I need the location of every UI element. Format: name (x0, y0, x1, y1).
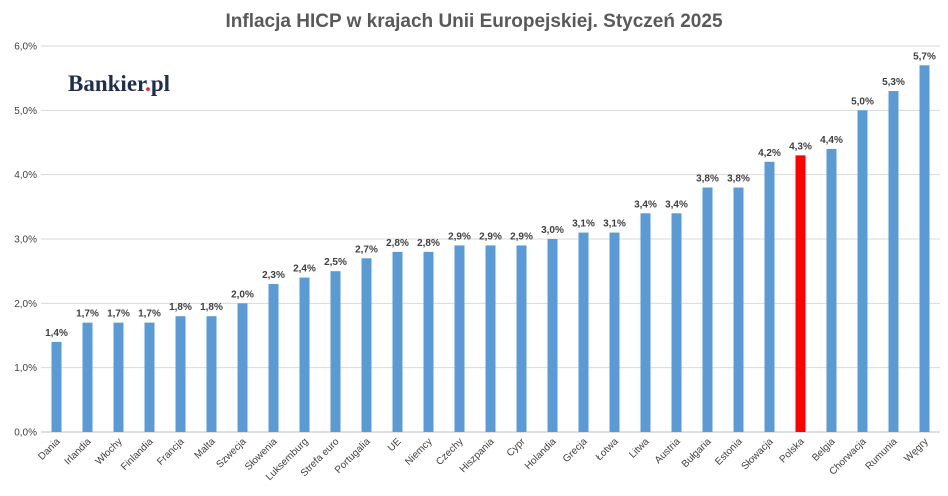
bar (392, 251, 403, 432)
data-label: 3,1% (572, 219, 595, 230)
bar (485, 245, 496, 432)
bar-highlight (795, 155, 806, 432)
data-label: 1,8% (169, 302, 192, 313)
y-tick-label: 0,0% (14, 428, 37, 439)
data-labels: 1,4% 1,7% 1,7% 1,7% 1,8% 1,8% 2,0% 2,3% 2,4% 2,5%… (45, 51, 936, 339)
data-label: 2,5% (324, 257, 347, 268)
data-label: 3,1% (603, 219, 626, 230)
x-tick-label: Rumunia (864, 436, 900, 472)
bar (237, 303, 248, 432)
logo-text: Bankier.pl (68, 71, 170, 96)
y-tick-label: 4,0% (14, 170, 37, 181)
data-label: 1,7% (138, 309, 161, 320)
y-axis-ticks: 0,0% 1,0% 2,0% 3,0% 4,0% 5,0% 6,0% (14, 42, 37, 439)
bar (454, 245, 465, 432)
data-label: 1,7% (107, 309, 130, 320)
x-tick-label: Łotwa (594, 436, 621, 463)
data-label: 2,9% (510, 231, 533, 242)
bar (206, 316, 217, 432)
data-label: 2,0% (231, 289, 254, 300)
data-label: 2,3% (262, 270, 285, 281)
chart-title: Inflacja HICP w krajach Unii Europejskie… (225, 11, 722, 32)
x-tick-label: Austria (653, 436, 683, 466)
y-tick-label: 6,0% (14, 42, 37, 53)
bar (361, 258, 372, 432)
x-tick-label: Polska (778, 436, 807, 465)
logo-text-left: Bankier (68, 71, 147, 96)
y-tick-label: 1,0% (14, 363, 37, 374)
data-label: 4,3% (789, 141, 812, 152)
bar (175, 316, 186, 432)
bar (702, 187, 713, 432)
data-label: 1,4% (45, 328, 68, 339)
bar (82, 322, 93, 432)
data-label: 5,0% (851, 96, 874, 107)
x-tick-label: Grecja (561, 436, 590, 465)
data-label: 1,8% (200, 302, 223, 313)
bar (113, 322, 124, 432)
bar (888, 91, 899, 433)
data-label: 2,8% (386, 238, 409, 249)
x-tick-label: Francja (155, 436, 187, 468)
data-label: 4,4% (820, 135, 843, 146)
x-tick-label: Cypr (505, 436, 528, 459)
bar (826, 148, 837, 432)
bar (516, 245, 527, 432)
data-label: 3,8% (727, 174, 750, 185)
x-tick-label: Węgry (902, 436, 930, 464)
x-tick-label: Włochy (94, 436, 125, 467)
bar (640, 213, 651, 432)
bar (609, 232, 620, 432)
data-label: 3,4% (665, 199, 688, 210)
data-label: 2,8% (417, 238, 440, 249)
data-label: 3,0% (541, 225, 564, 236)
x-tick-label: Irlandia (63, 436, 94, 467)
x-tick-label: Niemcy (403, 436, 434, 467)
bar (764, 161, 775, 433)
bar (857, 110, 868, 432)
logo-dot: . (145, 71, 151, 96)
x-tick-label: Dania (36, 436, 63, 463)
bars (51, 65, 930, 433)
bar (423, 251, 434, 432)
data-label: 5,7% (913, 51, 936, 62)
bar (268, 284, 279, 432)
data-label: 2,9% (479, 231, 502, 242)
data-label: 4,2% (758, 148, 781, 159)
x-tick-label: Hiszpania (458, 436, 497, 475)
x-tick-label: Malta (193, 436, 218, 461)
data-label: 3,4% (634, 199, 657, 210)
y-tick-label: 5,0% (14, 106, 37, 117)
bar (671, 213, 682, 432)
bar (51, 341, 62, 432)
data-label: 5,3% (882, 77, 905, 88)
data-label: 3,8% (696, 174, 719, 185)
y-tick-label: 2,0% (14, 299, 37, 310)
data-label: 2,9% (448, 231, 471, 242)
x-tick-label: UE (386, 436, 404, 454)
bankier-logo: Bankier.pl (68, 71, 170, 96)
bar (578, 232, 589, 432)
x-tick-label: Słowacja (740, 436, 776, 472)
bar (299, 277, 310, 432)
x-tick-label: Litwa (627, 436, 652, 461)
x-tick-label: Holandia (523, 436, 559, 472)
x-tick-label: Bułgaria (680, 436, 714, 470)
x-tick-label: Finlandia (119, 436, 156, 473)
y-tick-label: 3,0% (14, 235, 37, 246)
bar (733, 187, 744, 432)
bar (330, 271, 341, 432)
bar (919, 65, 930, 433)
data-label: 2,7% (355, 244, 378, 255)
data-label: 1,7% (76, 309, 99, 320)
data-label: 2,4% (293, 264, 316, 275)
logo-text-right: pl (151, 71, 170, 96)
bar (547, 239, 558, 432)
bar (144, 322, 155, 432)
x-tick-label: Belgia (810, 436, 838, 464)
